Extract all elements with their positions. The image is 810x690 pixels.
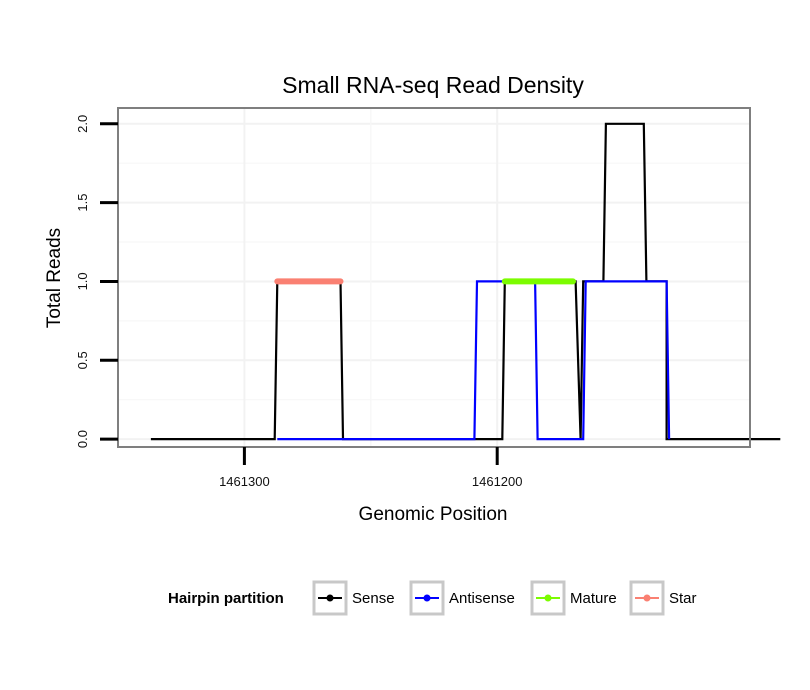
y-tick-label: 2.0 xyxy=(75,115,90,133)
legend-key-point xyxy=(326,594,334,602)
y-tick-label: 0.0 xyxy=(75,430,90,448)
legend: Hairpin partition Sense Antisense Mature St… xyxy=(168,580,697,616)
plot-panel xyxy=(118,108,750,447)
legend-key-point xyxy=(643,594,651,602)
legend-key-point xyxy=(544,594,552,602)
legend-title: Hairpin partition xyxy=(168,590,284,607)
series-layer xyxy=(150,122,781,441)
x-tick-label: 1461200 xyxy=(472,474,523,489)
grid xyxy=(117,108,750,447)
legend-label: Star xyxy=(669,590,697,607)
y-tick-label: 1.0 xyxy=(75,272,90,290)
x-tick-label: 1461300 xyxy=(219,474,270,489)
legend-item-sense: Sense xyxy=(312,580,395,616)
legend-key-point xyxy=(423,594,431,602)
y-axis-title: Total Reads xyxy=(44,228,65,328)
x-axis: 1461300 1461200 xyxy=(219,447,523,489)
legend-item-star: Star xyxy=(629,580,697,616)
legend-item-mature: Mature xyxy=(530,580,617,616)
series-line-antisense xyxy=(277,280,671,441)
plot-border xyxy=(117,107,751,448)
legend-item-antisense: Antisense xyxy=(409,580,515,616)
legend-label: Sense xyxy=(352,590,395,607)
legend-items: Sense Antisense Mature Star xyxy=(312,580,697,616)
legend-label: Antisense xyxy=(449,590,515,607)
y-tick-label: 1.5 xyxy=(75,194,90,212)
y-axis: 0.0 0.5 1.0 1.5 2.0 xyxy=(75,115,118,448)
y-tick-label: 0.5 xyxy=(75,351,90,369)
x-axis-title: Genomic Position xyxy=(359,504,508,525)
chart-title: Small RNA-seq Read Density xyxy=(282,72,584,98)
legend-label: Mature xyxy=(570,590,617,607)
